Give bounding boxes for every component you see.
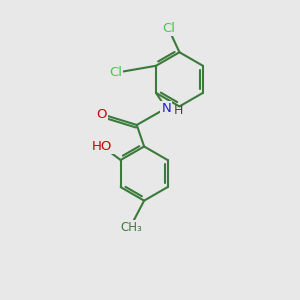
Text: CH₃: CH₃: [120, 221, 142, 234]
Text: N: N: [161, 102, 171, 115]
Text: HO: HO: [92, 140, 112, 153]
Text: Cl: Cl: [109, 66, 122, 80]
Text: O: O: [96, 108, 107, 121]
Text: Cl: Cl: [162, 22, 175, 34]
Text: H: H: [174, 104, 183, 117]
